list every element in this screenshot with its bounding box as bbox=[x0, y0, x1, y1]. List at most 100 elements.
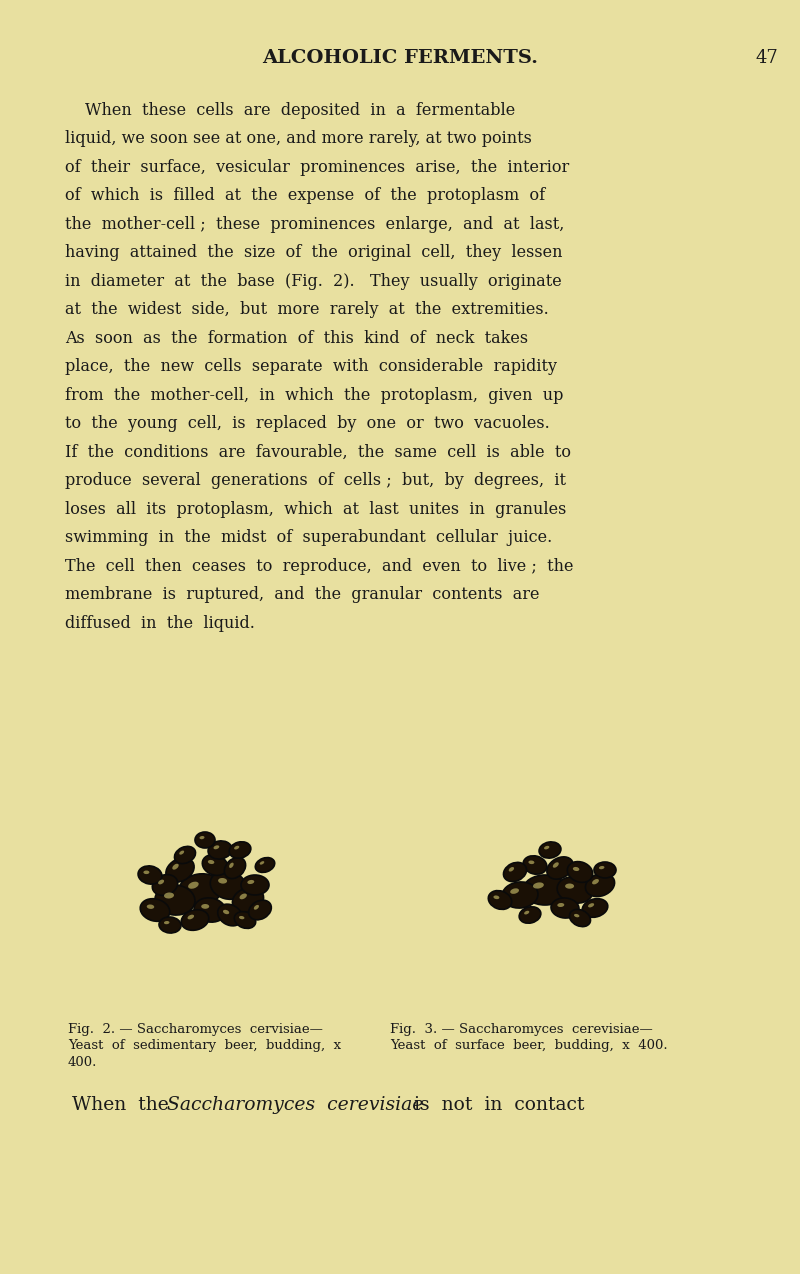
Ellipse shape bbox=[208, 841, 232, 859]
Ellipse shape bbox=[233, 888, 263, 912]
Ellipse shape bbox=[503, 862, 526, 882]
Text: is  not  in  contact: is not in contact bbox=[402, 1096, 584, 1113]
Ellipse shape bbox=[599, 866, 605, 869]
Text: from  the  mother-cell,  in  which  the  protoplasm,  given  up: from the mother-cell, in which the proto… bbox=[65, 386, 563, 404]
Ellipse shape bbox=[239, 916, 245, 920]
Ellipse shape bbox=[547, 857, 573, 879]
Text: in  diameter  at  the  base  (Fig.  2).   They  usually  originate: in diameter at the base (Fig. 2). They u… bbox=[65, 273, 562, 289]
Ellipse shape bbox=[195, 832, 215, 848]
Text: Yeast  of  surface  beer,  budding,  x  400.: Yeast of surface beer, budding, x 400. bbox=[390, 1040, 668, 1052]
Ellipse shape bbox=[553, 862, 558, 868]
Ellipse shape bbox=[567, 861, 593, 883]
Ellipse shape bbox=[214, 846, 219, 850]
Ellipse shape bbox=[143, 870, 150, 874]
Ellipse shape bbox=[138, 866, 162, 884]
Text: diffused  in  the  liquid.: diffused in the liquid. bbox=[65, 614, 255, 632]
Ellipse shape bbox=[234, 846, 239, 850]
Ellipse shape bbox=[178, 874, 222, 906]
Ellipse shape bbox=[229, 842, 251, 859]
Text: When  these  cells  are  deposited  in  a  fermentable: When these cells are deposited in a ferm… bbox=[85, 102, 515, 118]
Ellipse shape bbox=[224, 857, 246, 879]
Ellipse shape bbox=[594, 862, 616, 878]
Text: As  soon  as  the  formation  of  this  kind  of  neck  takes: As soon as the formation of this kind of… bbox=[65, 330, 528, 347]
Ellipse shape bbox=[210, 870, 246, 899]
Text: having  attained  the  size  of  the  original  cell,  they  lessen: having attained the size of the original… bbox=[65, 245, 562, 261]
Ellipse shape bbox=[494, 896, 499, 899]
Ellipse shape bbox=[502, 882, 538, 908]
Ellipse shape bbox=[574, 913, 579, 917]
Ellipse shape bbox=[533, 883, 544, 888]
Text: membrane  is  ruptured,  and  the  granular  contents  are: membrane is ruptured, and the granular c… bbox=[65, 586, 539, 603]
Text: Fig.  2. — Saccharomyces  cervisiae—: Fig. 2. — Saccharomyces cervisiae— bbox=[68, 1023, 323, 1037]
Ellipse shape bbox=[218, 878, 227, 884]
Ellipse shape bbox=[557, 877, 593, 903]
Ellipse shape bbox=[239, 893, 247, 899]
Ellipse shape bbox=[510, 888, 519, 894]
Ellipse shape bbox=[565, 883, 574, 889]
Text: The  cell  then  ceases  to  reproduce,  and  even  to  live ;  the: The cell then ceases to reproduce, and e… bbox=[65, 558, 574, 575]
Text: When  the: When the bbox=[72, 1096, 181, 1113]
Ellipse shape bbox=[582, 898, 608, 917]
Ellipse shape bbox=[588, 903, 594, 907]
Ellipse shape bbox=[592, 879, 599, 884]
Ellipse shape bbox=[509, 868, 514, 871]
Ellipse shape bbox=[199, 836, 205, 840]
Ellipse shape bbox=[529, 860, 534, 864]
Ellipse shape bbox=[194, 898, 226, 922]
Ellipse shape bbox=[208, 860, 214, 864]
Ellipse shape bbox=[202, 905, 210, 908]
Ellipse shape bbox=[202, 855, 228, 875]
Ellipse shape bbox=[152, 875, 178, 896]
Ellipse shape bbox=[140, 898, 170, 921]
Text: the  mother-cell ;  these  prominences  enlarge,  and  at  last,: the mother-cell ; these prominences enla… bbox=[65, 215, 564, 232]
Text: 400.: 400. bbox=[68, 1055, 98, 1069]
Ellipse shape bbox=[523, 875, 567, 905]
Ellipse shape bbox=[187, 915, 194, 920]
Text: 47: 47 bbox=[755, 48, 778, 68]
Ellipse shape bbox=[254, 905, 259, 910]
Ellipse shape bbox=[179, 851, 184, 855]
Text: produce  several  generations  of  cells ;  but,  by  degrees,  it: produce several generations of cells ; b… bbox=[65, 471, 566, 489]
Text: Fig.  3. — Saccharomyces  cerevisiae—: Fig. 3. — Saccharomyces cerevisiae— bbox=[390, 1023, 653, 1037]
Ellipse shape bbox=[523, 856, 547, 874]
Ellipse shape bbox=[255, 857, 274, 873]
Text: loses  all  its  protoplasm,  which  at  last  unites  in  granules: loses all its protoplasm, which at last … bbox=[65, 501, 566, 517]
Text: to  the  young  cell,  is  replaced  by  one  or  two  vacuoles.: to the young cell, is replaced by one or… bbox=[65, 415, 550, 432]
Ellipse shape bbox=[234, 912, 256, 929]
Ellipse shape bbox=[249, 901, 271, 920]
Ellipse shape bbox=[229, 862, 234, 868]
Ellipse shape bbox=[182, 910, 209, 930]
Ellipse shape bbox=[218, 905, 242, 926]
Ellipse shape bbox=[146, 905, 154, 908]
Ellipse shape bbox=[247, 880, 254, 884]
Ellipse shape bbox=[488, 891, 512, 910]
Text: liquid, we soon see at one, and more rarely, at two points: liquid, we soon see at one, and more rar… bbox=[65, 130, 532, 147]
Ellipse shape bbox=[558, 903, 564, 907]
Ellipse shape bbox=[260, 861, 264, 865]
Text: ALCOHOLIC FERMENTS.: ALCOHOLIC FERMENTS. bbox=[262, 48, 538, 68]
Ellipse shape bbox=[241, 875, 269, 896]
Text: place,  the  new  cells  separate  with  considerable  rapidity: place, the new cells separate with consi… bbox=[65, 358, 557, 375]
Ellipse shape bbox=[570, 910, 590, 926]
Ellipse shape bbox=[188, 882, 198, 889]
Ellipse shape bbox=[164, 893, 174, 898]
Text: Saccharomyces  cerevisiae: Saccharomyces cerevisiae bbox=[167, 1096, 423, 1113]
Ellipse shape bbox=[586, 874, 614, 897]
Ellipse shape bbox=[551, 898, 579, 919]
Text: If  the  conditions  are  favourable,  the  same  cell  is  able  to: If the conditions are favourable, the sa… bbox=[65, 443, 571, 460]
Ellipse shape bbox=[519, 907, 541, 924]
Ellipse shape bbox=[573, 866, 579, 871]
Ellipse shape bbox=[159, 917, 181, 933]
Ellipse shape bbox=[172, 864, 178, 870]
Text: of  their  surface,  vesicular  prominences  arise,  the  interior: of their surface, vesicular prominences … bbox=[65, 158, 570, 176]
Ellipse shape bbox=[158, 879, 164, 884]
Text: swimming  in  the  midst  of  superabundant  cellular  juice.: swimming in the midst of superabundant c… bbox=[65, 529, 552, 547]
Ellipse shape bbox=[166, 857, 194, 882]
Text: of  which  is  filled  at  the  expense  of  the  protoplasm  of: of which is filled at the expense of the… bbox=[65, 187, 545, 204]
Ellipse shape bbox=[223, 910, 230, 915]
Ellipse shape bbox=[544, 846, 550, 850]
Ellipse shape bbox=[174, 846, 195, 864]
Ellipse shape bbox=[524, 911, 530, 915]
Ellipse shape bbox=[155, 885, 195, 915]
Text: at  the  widest  side,  but  more  rarely  at  the  extremities.: at the widest side, but more rarely at t… bbox=[65, 301, 549, 318]
